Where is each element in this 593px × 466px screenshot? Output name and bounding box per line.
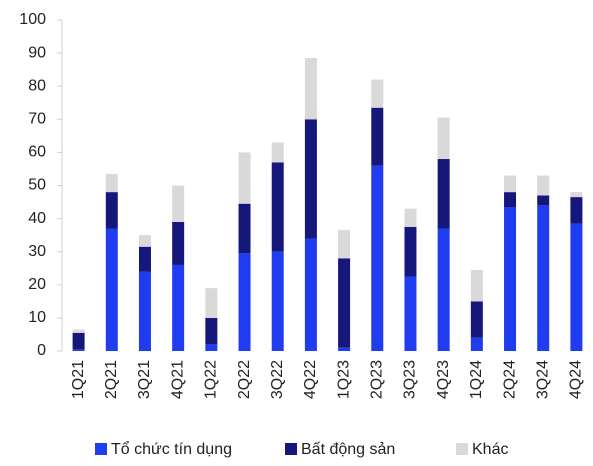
bar-segment: [338, 258, 351, 348]
bar-segment: [172, 221, 185, 265]
bar-segment: [537, 195, 550, 206]
y-tick-label: 80: [28, 77, 46, 94]
x-tick-label: 4Q24: [568, 360, 585, 399]
y-tick-label: 100: [19, 11, 46, 28]
y-tick-label: 20: [28, 276, 46, 293]
bar-segment: [504, 207, 517, 351]
bar-segment: [238, 152, 251, 204]
bar-segment: [570, 223, 583, 351]
bar-segment: [570, 192, 583, 198]
x-tick-label: 3Q24: [534, 360, 551, 399]
bar-segment: [371, 165, 384, 351]
bar-segment: [72, 349, 85, 351]
bar-segment: [172, 185, 185, 222]
bar-segment: [138, 235, 151, 247]
legend-swatch: [285, 443, 297, 455]
bar-segment: [304, 58, 317, 120]
bar-segment: [205, 317, 218, 345]
legend-swatch: [95, 443, 107, 455]
y-tick-label: 60: [28, 144, 46, 161]
bar-segment: [537, 175, 550, 196]
bar-segment: [537, 205, 550, 351]
x-tick-label: 1Q22: [203, 360, 220, 399]
bar-segment: [105, 173, 118, 193]
bar-segment: [371, 107, 384, 166]
x-tick-label: 2Q24: [501, 360, 518, 399]
x-tick-label: 4Q23: [435, 360, 452, 399]
bar-segment: [504, 192, 517, 208]
x-tick-label: 3Q21: [136, 360, 153, 399]
bar-segment: [338, 347, 351, 351]
y-tick-label: 70: [28, 111, 46, 128]
bar-segment: [304, 119, 317, 239]
x-tick-label: 4Q21: [169, 360, 186, 399]
bar-segment: [470, 337, 483, 351]
x-tick-label: 3Q22: [269, 360, 286, 399]
bar-segment: [470, 269, 483, 302]
x-tick-label: 1Q23: [335, 360, 352, 399]
bar-segment: [404, 226, 417, 277]
legend-label: Khác: [472, 441, 508, 458]
bar-segment: [437, 117, 450, 160]
legend: Tổ chức tín dụng Bất động sản Khác: [95, 440, 508, 458]
bar-segment: [304, 238, 317, 351]
x-tick-label: 2Q22: [236, 360, 253, 399]
bar-segment: [470, 301, 483, 338]
bar-segment: [271, 162, 284, 252]
bar-segment: [105, 192, 118, 229]
bar-segment: [437, 228, 450, 351]
bar-segment: [570, 197, 583, 224]
x-tick-label: 2Q21: [103, 360, 120, 399]
bar-segment: [338, 230, 351, 259]
bar-segment: [238, 203, 251, 254]
x-tick-label: 4Q22: [302, 360, 319, 399]
y-tick-label: 30: [28, 243, 46, 260]
bar-segment: [437, 159, 450, 229]
bar-segment: [404, 276, 417, 351]
bar-segment: [504, 175, 517, 193]
x-tick-label: 1Q21: [70, 360, 87, 399]
bar-segment: [205, 344, 218, 351]
y-tick-label: 0: [37, 342, 46, 359]
bar-segment: [271, 251, 284, 351]
y-tick-label: 90: [28, 44, 46, 61]
y-tick-label: 40: [28, 210, 46, 227]
bar-segment: [138, 271, 151, 351]
legend-label: Tổ chức tín dụng: [111, 440, 232, 458]
legend-swatch: [456, 443, 468, 455]
bar-segment: [404, 208, 417, 227]
bar-segment: [172, 264, 185, 351]
y-tick-label: 10: [28, 309, 46, 326]
bar-segment: [72, 329, 85, 333]
bar-segment: [238, 253, 251, 351]
bar-segment: [371, 79, 384, 108]
legend-label: Bất động sản: [301, 441, 395, 458]
x-tick-label: 3Q23: [402, 360, 419, 399]
bar-segment: [105, 228, 118, 351]
x-tick-label: 1Q24: [468, 360, 485, 399]
x-tick-label: 2Q23: [369, 360, 386, 399]
bar-segment: [138, 246, 151, 272]
bar-segment: [271, 142, 284, 163]
y-tick-label: 50: [28, 177, 46, 194]
bar-segment: [72, 332, 85, 350]
bar-segment: [205, 288, 218, 318]
